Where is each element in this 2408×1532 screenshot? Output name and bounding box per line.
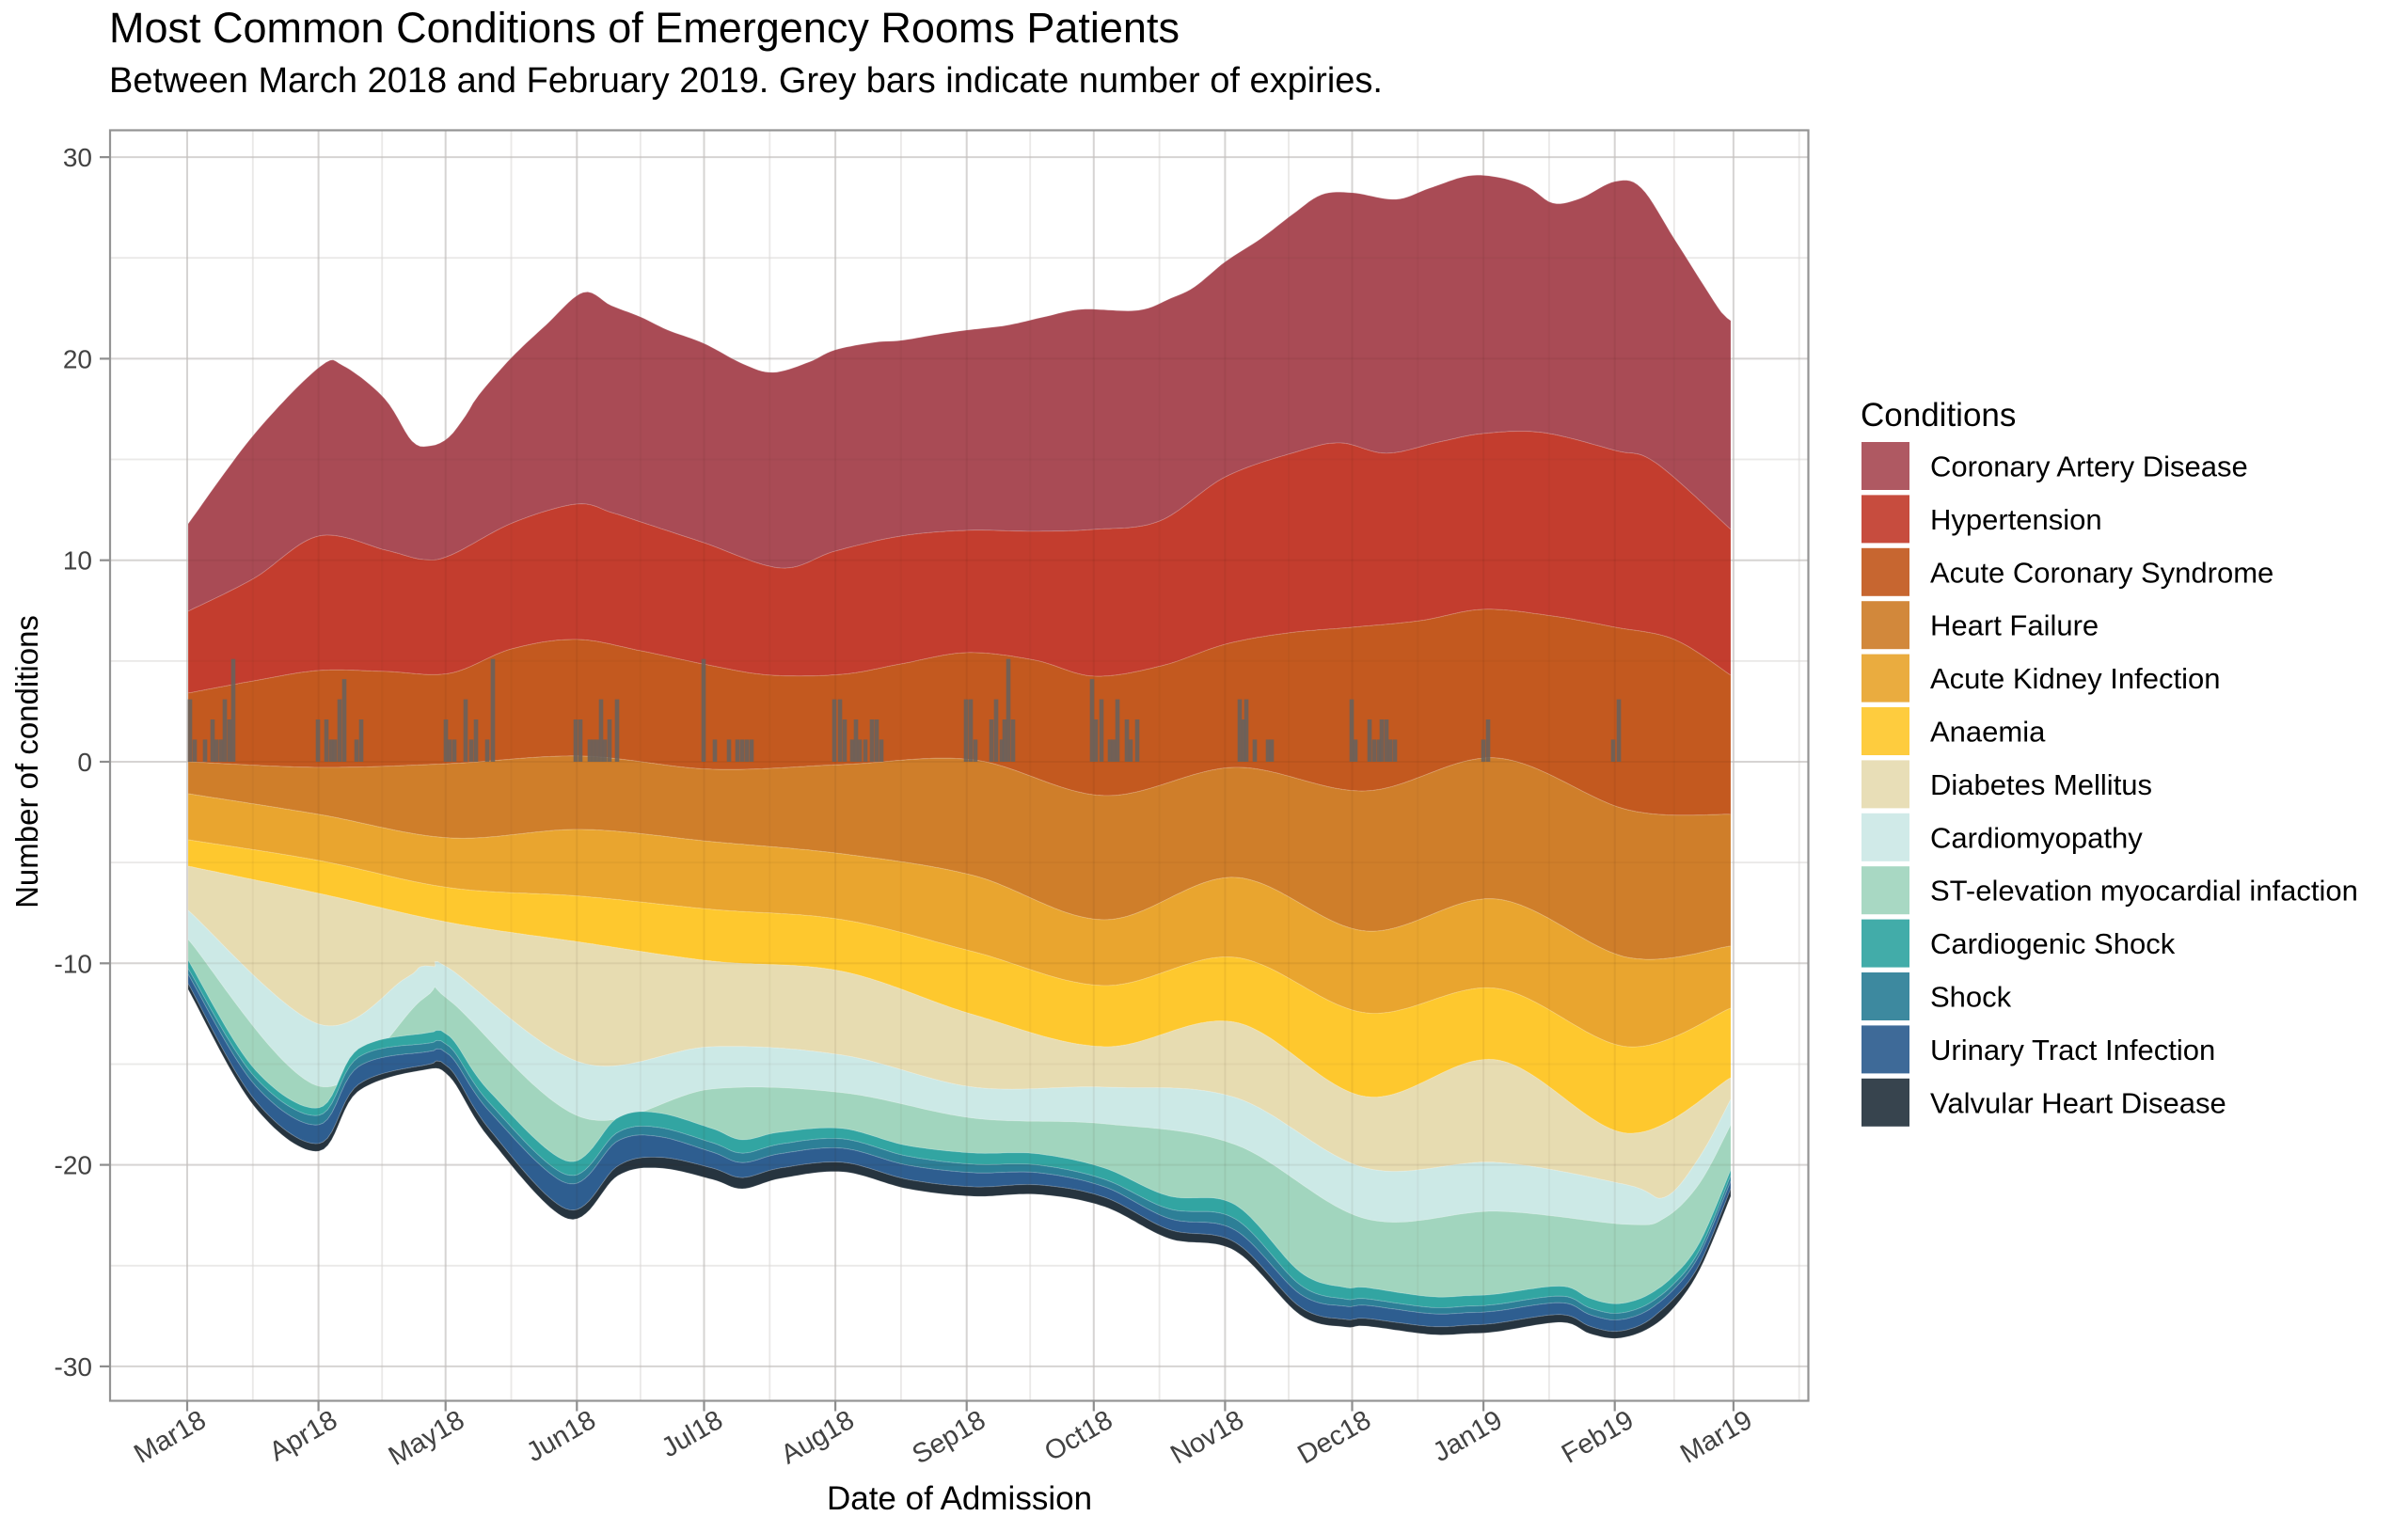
svg-text:-20: -20	[55, 1151, 92, 1180]
svg-text:Acute Kidney Infection: Acute Kidney Infection	[1930, 662, 2220, 695]
svg-text:Acute Coronary Syndrome: Acute Coronary Syndrome	[1930, 556, 2273, 589]
svg-text:Heart Failure: Heart Failure	[1930, 609, 2099, 642]
svg-text:30: 30	[63, 143, 92, 172]
svg-text:Urinary Tract Infection: Urinary Tract Infection	[1930, 1034, 2215, 1066]
svg-text:-10: -10	[55, 949, 92, 978]
svg-text:Shock: Shock	[1930, 981, 2012, 1014]
svg-text:ST-elevation myocardial infact: ST-elevation myocardial infaction	[1930, 875, 2358, 908]
svg-text:Between March 2018 and Februar: Between March 2018 and February 2019. Gr…	[109, 61, 1383, 101]
svg-text:Valvular Heart Disease: Valvular Heart Disease	[1930, 1086, 2226, 1119]
svg-text:Number of conditions: Number of conditions	[9, 615, 44, 908]
svg-text:Most Common Conditions of Emer: Most Common Conditions of Emergency Room…	[109, 4, 1180, 52]
svg-text:Conditions: Conditions	[1861, 397, 2016, 434]
svg-text:Anaemia: Anaemia	[1930, 716, 2046, 749]
svg-text:Diabetes Mellitus: Diabetes Mellitus	[1930, 768, 2152, 801]
svg-text:Date of Admission: Date of Admission	[827, 1480, 1092, 1517]
svg-text:Cardiomyopathy: Cardiomyopathy	[1930, 821, 2143, 854]
svg-text:10: 10	[63, 546, 92, 576]
svg-text:-30: -30	[55, 1352, 92, 1382]
svg-text:0: 0	[77, 748, 92, 777]
svg-text:20: 20	[63, 344, 92, 373]
svg-text:Coronary Artery Disease: Coronary Artery Disease	[1930, 450, 2248, 483]
svg-text:Hypertension: Hypertension	[1930, 503, 2102, 536]
svg-text:Cardiogenic Shock: Cardiogenic Shock	[1930, 927, 2176, 960]
